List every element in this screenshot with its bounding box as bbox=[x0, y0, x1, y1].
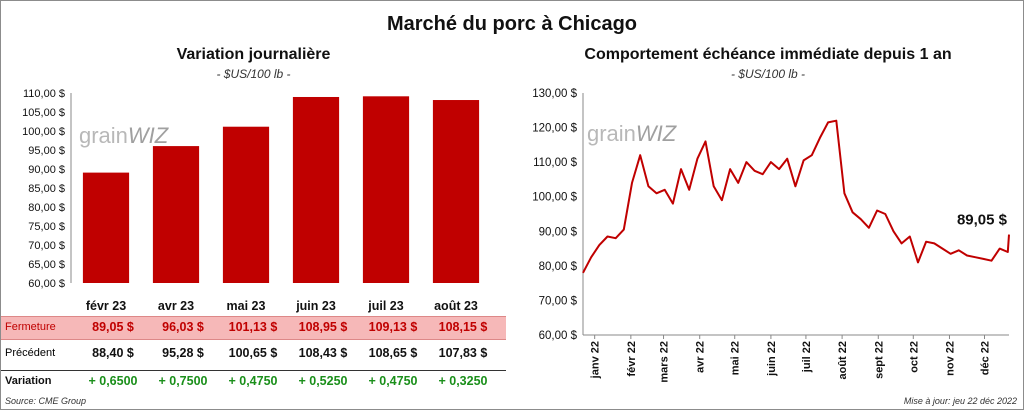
x-tick-label: nov 22 bbox=[944, 341, 956, 376]
row-label-fermeture: Fermeture bbox=[5, 321, 56, 333]
watermark-logo: grainWIZ bbox=[587, 121, 678, 146]
x-tick-label: août 22 bbox=[837, 341, 849, 380]
x-tick-label: avr 22 bbox=[695, 341, 707, 373]
watermark-left: grain bbox=[79, 123, 128, 148]
x-tick-label: juin 22 bbox=[766, 341, 778, 377]
variation-cell: + 0,4750 bbox=[228, 374, 278, 388]
watermark-right: WIZ bbox=[128, 123, 170, 148]
line-chart: grainWIZ 60,00 $ 70,00 $ 80,00 $ 90,00 $ 100,… bbox=[532, 88, 1010, 383]
variation-cell: + 0,7500 bbox=[158, 374, 208, 388]
precedent-cell: 108,43 $ bbox=[298, 346, 348, 360]
watermark-logo: grainWIZ bbox=[79, 123, 170, 148]
y-tick-label: 75,00 $ bbox=[28, 221, 65, 233]
bar bbox=[292, 96, 340, 284]
x-tick-label: févr 23 bbox=[86, 299, 126, 313]
x-tick-label: mai 22 bbox=[730, 341, 742, 375]
left-chart-title: Variation journalière bbox=[176, 46, 331, 63]
variation-cell: + 0,6500 bbox=[88, 374, 138, 388]
precedent-cell: 108,65 $ bbox=[368, 346, 418, 360]
y-tick-label: 90,00 $ bbox=[539, 226, 578, 238]
footer-source: Source: CME Group bbox=[5, 396, 87, 406]
left-chart-subtitle: - $US/100 lb - bbox=[216, 67, 291, 81]
table-row-fermeture: Fermeture 89,05 $ 96,03 $ 101,13 $ 108,9… bbox=[1, 316, 506, 340]
row-label-variation: Variation bbox=[5, 375, 52, 387]
y-tick-label: 80,00 $ bbox=[539, 261, 578, 273]
y-tick-label: 105,00 $ bbox=[22, 107, 65, 119]
precedent-cell: 88,40 $ bbox=[92, 346, 134, 360]
bar bbox=[222, 126, 270, 284]
bar-chart: grainWIZ 60,00 $ 65,00 $ 70,00 $ 75,00 $ 80,0… bbox=[22, 88, 480, 313]
x-tick-label: août 23 bbox=[434, 299, 478, 313]
bar bbox=[362, 96, 410, 283]
bar bbox=[82, 172, 130, 283]
fermeture-cell: 101,13 $ bbox=[228, 320, 278, 334]
y-tick-label: 80,00 $ bbox=[28, 202, 65, 214]
y-tick-label: 100,00 $ bbox=[532, 192, 577, 204]
x-tick-label: juil 23 bbox=[367, 299, 403, 313]
x-tick-label: oct 22 bbox=[908, 341, 920, 373]
table-row-variation: Variation + 0,6500 + 0,7500 + 0,4750 + 0… bbox=[1, 370, 506, 393]
fermeture-cell: 108,15 $ bbox=[438, 320, 488, 334]
x-tick-label: sept 22 bbox=[873, 341, 885, 379]
right-chart-title: Comportement échéance immédiate depuis 1… bbox=[584, 46, 952, 63]
bar bbox=[432, 100, 480, 283]
fermeture-cell: 108,95 $ bbox=[298, 320, 348, 334]
y-tick-label: 120,00 $ bbox=[532, 123, 577, 135]
main-title: Marché du porc à Chicago bbox=[386, 13, 638, 35]
fermeture-cell: 96,03 $ bbox=[162, 320, 204, 334]
x-tick-label: avr 23 bbox=[158, 299, 194, 313]
y-tick-label: 95,00 $ bbox=[28, 145, 65, 157]
y-tick-label: 70,00 $ bbox=[28, 240, 65, 252]
price-line bbox=[582, 119, 1010, 274]
x-tick-label: mars 22 bbox=[659, 341, 671, 383]
fermeture-cell: 89,05 $ bbox=[92, 320, 134, 334]
x-tick-label: juin 23 bbox=[295, 299, 336, 313]
precedent-cell: 100,65 $ bbox=[228, 346, 278, 360]
precedent-cell: 95,28 $ bbox=[162, 346, 204, 360]
variation-cell: + 0,4750 bbox=[368, 374, 418, 388]
row-label-precedent: Précédent bbox=[5, 347, 56, 359]
bar bbox=[152, 146, 200, 283]
y-tick-label: 60,00 $ bbox=[28, 278, 65, 290]
x-tick-label: févr 22 bbox=[626, 341, 638, 376]
table-row-precedent: Précédent 88,40 $ 95,28 $ 100,65 $ 108,4… bbox=[1, 343, 506, 365]
watermark-right: WIZ bbox=[636, 121, 678, 146]
fermeture-cell: 109,13 $ bbox=[368, 320, 418, 334]
x-tick-label: juil 22 bbox=[801, 341, 813, 373]
y-tick-label: 110,00 $ bbox=[533, 157, 578, 169]
precedent-cell: 107,83 $ bbox=[438, 346, 488, 360]
last-price-label: 89,05 $ bbox=[957, 212, 1008, 229]
x-tick-label: déc 22 bbox=[979, 341, 991, 375]
y-tick-label: 100,00 $ bbox=[22, 126, 65, 138]
variation-cell: + 0,3250 bbox=[438, 374, 488, 388]
y-tick-label: 60,00 $ bbox=[539, 330, 578, 342]
y-tick-label: 90,00 $ bbox=[28, 164, 65, 176]
x-tick-label: janv 22 bbox=[590, 341, 602, 379]
watermark-left: grain bbox=[587, 121, 636, 146]
y-tick-label: 85,00 $ bbox=[28, 183, 65, 195]
footer-updated: Mise à jour: jeu 22 déc 2022 bbox=[903, 396, 1017, 406]
variation-cell: + 0,5250 bbox=[298, 374, 348, 388]
y-tick-label: 65,00 $ bbox=[28, 259, 65, 271]
right-chart-subtitle: - $US/100 lb - bbox=[730, 67, 806, 81]
x-tick-label: mai 23 bbox=[227, 299, 266, 313]
y-tick-label: 110,00 $ bbox=[23, 88, 65, 100]
y-tick-label: 130,00 $ bbox=[532, 88, 577, 100]
y-tick-label: 70,00 $ bbox=[539, 295, 578, 307]
